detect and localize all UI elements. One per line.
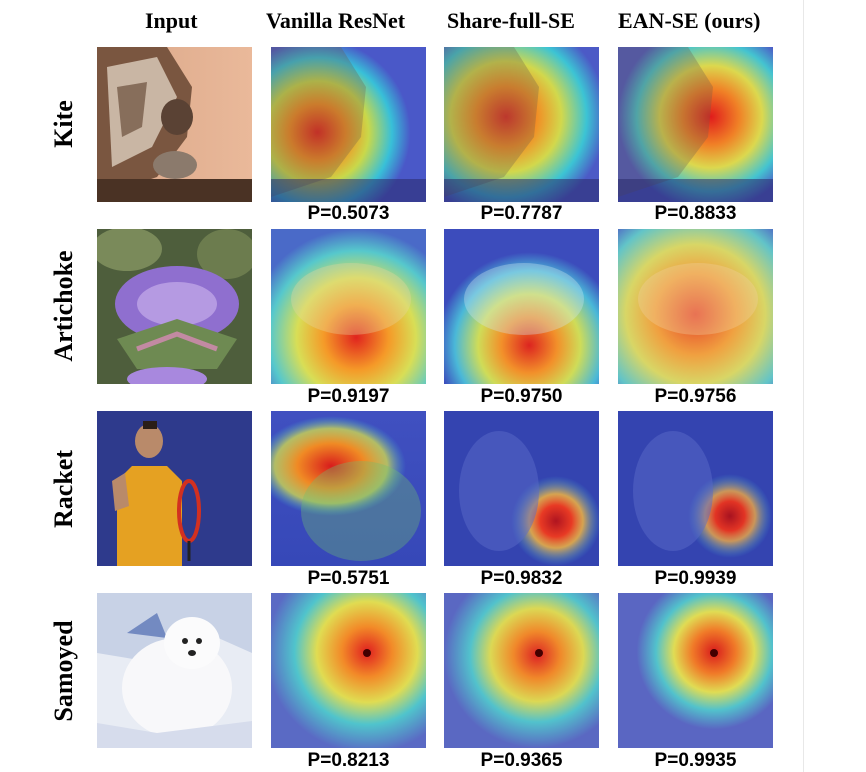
heatmap-kite-share-full-se bbox=[444, 47, 599, 202]
heatmap-racket-share-full-se bbox=[444, 411, 599, 566]
heatmap-kite-vanilla-resnet bbox=[271, 47, 426, 202]
heatmap-artichoke-vanilla-resnet bbox=[271, 229, 426, 384]
probability-racket-share-full-se: P=0.9832 bbox=[480, 568, 563, 589]
probability-samoyed-share-full-se: P=0.9365 bbox=[480, 750, 563, 771]
heatmap-samoyed-ean-se bbox=[618, 593, 773, 748]
row-label-artichoke: Artichoke bbox=[49, 250, 78, 362]
column-header-input: Input bbox=[145, 8, 198, 33]
heatmap-artichoke-share-full-se bbox=[444, 229, 599, 384]
column-header-vanilla-resnet: Vanilla ResNet bbox=[266, 8, 406, 33]
probability-kite-ean-se: P=0.8833 bbox=[654, 203, 737, 224]
probability-samoyed-ean-se: P=0.9935 bbox=[654, 750, 737, 771]
row-label-kite: Kite bbox=[49, 100, 78, 148]
probability-racket-vanilla-resnet: P=0.5751 bbox=[307, 568, 390, 589]
heatmap-racket-vanilla-resnet bbox=[271, 411, 426, 566]
row-label-racket: Racket bbox=[49, 450, 78, 528]
input-image-racket bbox=[97, 411, 252, 566]
column-header-ean-se: EAN-SE (ours) bbox=[618, 8, 761, 33]
row-label-samoyed: Samoyed bbox=[49, 620, 78, 722]
probability-racket-ean-se: P=0.9939 bbox=[654, 568, 737, 589]
heatmap-racket-ean-se bbox=[618, 411, 773, 566]
probability-artichoke-ean-se: P=0.9756 bbox=[654, 386, 737, 407]
column-header-share-full-se: Share-full-SE bbox=[447, 8, 575, 33]
input-image-artichoke bbox=[97, 229, 252, 384]
probability-samoyed-vanilla-resnet: P=0.8213 bbox=[307, 750, 390, 771]
probability-kite-vanilla-resnet: P=0.5073 bbox=[307, 203, 390, 224]
input-image-kite bbox=[97, 47, 252, 202]
probability-artichoke-share-full-se: P=0.9750 bbox=[480, 386, 563, 407]
heatmap-kite-ean-se bbox=[618, 47, 773, 202]
right-edge-divider bbox=[803, 0, 804, 772]
heatmap-samoyed-share-full-se bbox=[444, 593, 599, 748]
heatmap-artichoke-ean-se bbox=[618, 229, 773, 384]
probability-kite-share-full-se: P=0.7787 bbox=[480, 203, 563, 224]
probability-artichoke-vanilla-resnet: P=0.9197 bbox=[307, 386, 390, 407]
input-image-samoyed bbox=[97, 593, 252, 748]
heatmap-samoyed-vanilla-resnet bbox=[271, 593, 426, 748]
